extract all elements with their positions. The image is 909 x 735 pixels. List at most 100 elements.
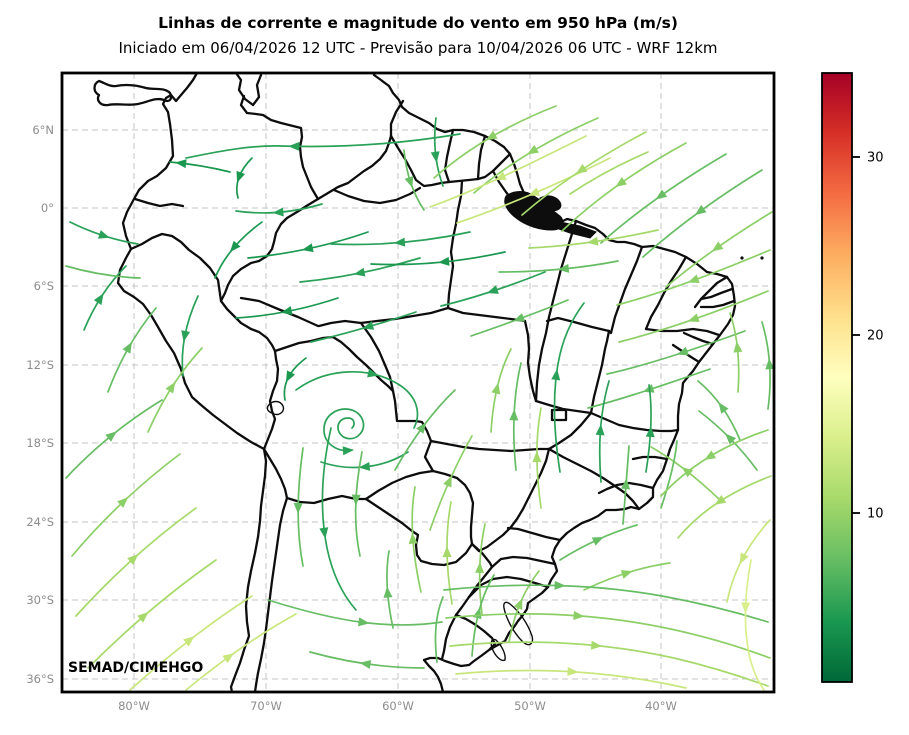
streamline-arrow (342, 446, 354, 456)
border-path (682, 331, 715, 346)
streamline-arrow (280, 306, 293, 315)
streamline (323, 408, 365, 452)
border-path (234, 73, 263, 107)
streamline-arrow (393, 237, 406, 247)
lon-tick-label: 70°W (250, 699, 282, 713)
island-fill (539, 195, 562, 211)
figure-title: Linhas de corrente e magnitude do vento … (158, 14, 678, 32)
streamline-arrow (718, 402, 729, 414)
streamline-arrow (285, 370, 296, 383)
colorbar-ticks: 30 20 10 (852, 151, 884, 522)
streamline (321, 427, 357, 611)
streamline (65, 265, 141, 279)
border-path (364, 469, 435, 501)
streamline-arrow (430, 151, 440, 163)
streamline-arrow (229, 240, 241, 253)
border-path (389, 134, 451, 188)
lat-tick-label: 6°S (34, 279, 54, 293)
lat-tick-label: 36°S (26, 672, 54, 686)
streamline (429, 135, 587, 208)
colorbar-tick-label: 30 (867, 151, 884, 166)
streamline (185, 133, 461, 159)
streamline-arrow (567, 666, 579, 676)
border-path (534, 219, 578, 403)
streamline-arrow (714, 495, 727, 505)
border-path (467, 575, 550, 599)
streamline (107, 307, 157, 393)
lon-tick-label: 40°W (645, 699, 677, 713)
streamline-arrow (105, 431, 117, 442)
streamline (726, 519, 771, 603)
streamline-arrow (486, 285, 499, 294)
lake-outline (266, 400, 285, 416)
streamline-arrow (557, 263, 570, 273)
streamline-arrow (615, 177, 628, 188)
streamline-arrow (475, 561, 485, 574)
island-dot (760, 256, 764, 260)
streamline-arrow (183, 636, 195, 647)
streamline-arrow (319, 527, 329, 539)
border-path (470, 447, 551, 553)
border-path (332, 186, 422, 205)
lat-tick-label: 18°S (26, 436, 54, 450)
lake-outline (503, 601, 534, 646)
border-path (443, 128, 455, 184)
streamline-arrow (117, 497, 129, 508)
border-path (534, 399, 593, 415)
border-path (447, 177, 480, 184)
border-path (364, 497, 474, 567)
streamline-arrow (97, 230, 110, 239)
streamline-arrow (642, 384, 655, 393)
streamline-arrow (358, 461, 371, 471)
streamline-arrow (442, 546, 452, 558)
streamline (185, 613, 297, 691)
streamline (553, 302, 585, 473)
streamline (445, 613, 771, 659)
border-path (631, 455, 669, 461)
border-path (550, 408, 568, 422)
streamline (698, 410, 758, 471)
streamline-arrow (383, 586, 393, 598)
border-path (597, 481, 655, 495)
border-path (219, 197, 320, 353)
coastlines-and-borders-layer (93, 73, 764, 692)
border-path (262, 349, 280, 451)
streamline-arrow (351, 494, 361, 506)
lat-tick-label: 0° (41, 201, 54, 215)
streamlines-layer (65, 105, 774, 691)
border-path (644, 255, 688, 331)
border-path (429, 439, 551, 453)
streamline (677, 475, 772, 539)
figure-subtitle: Iniciado em 06/04/2026 12 UTC - Previsão… (118, 39, 717, 57)
border-path (699, 287, 734, 301)
streamline-arrow (591, 537, 604, 546)
streamline-arrow (676, 346, 689, 356)
streamline (87, 559, 217, 669)
border-path (359, 321, 395, 393)
border-path (454, 613, 497, 651)
border-path (239, 296, 320, 328)
streamline-arrow (416, 422, 427, 434)
border-path (446, 306, 527, 323)
border-path (133, 197, 185, 208)
streamline (449, 641, 769, 687)
colorbar-tick-label: 20 (867, 329, 884, 344)
streamline-arrow (272, 207, 284, 217)
lon-tick-label: 80°W (118, 699, 150, 713)
streamline (744, 559, 765, 691)
axis-tick-labels: 80°W 70°W 60°W 50°W 40°W 6°N 0° 6°S 12°S 18°S 24°S… (26, 123, 677, 713)
streamline-arrow (358, 617, 370, 627)
streamline-arrow (485, 130, 498, 141)
lake-outline (490, 638, 506, 662)
streamline-arrow (408, 532, 418, 545)
streamline-arrow (494, 171, 507, 181)
border-path (545, 316, 611, 333)
streamline (660, 440, 678, 509)
colorbar-gradient (821, 72, 853, 683)
border-path (476, 134, 487, 181)
streamline-arrow (573, 611, 585, 621)
border-path (317, 306, 450, 328)
streamline-arrow (122, 341, 132, 354)
streamline-arrow (175, 159, 187, 169)
